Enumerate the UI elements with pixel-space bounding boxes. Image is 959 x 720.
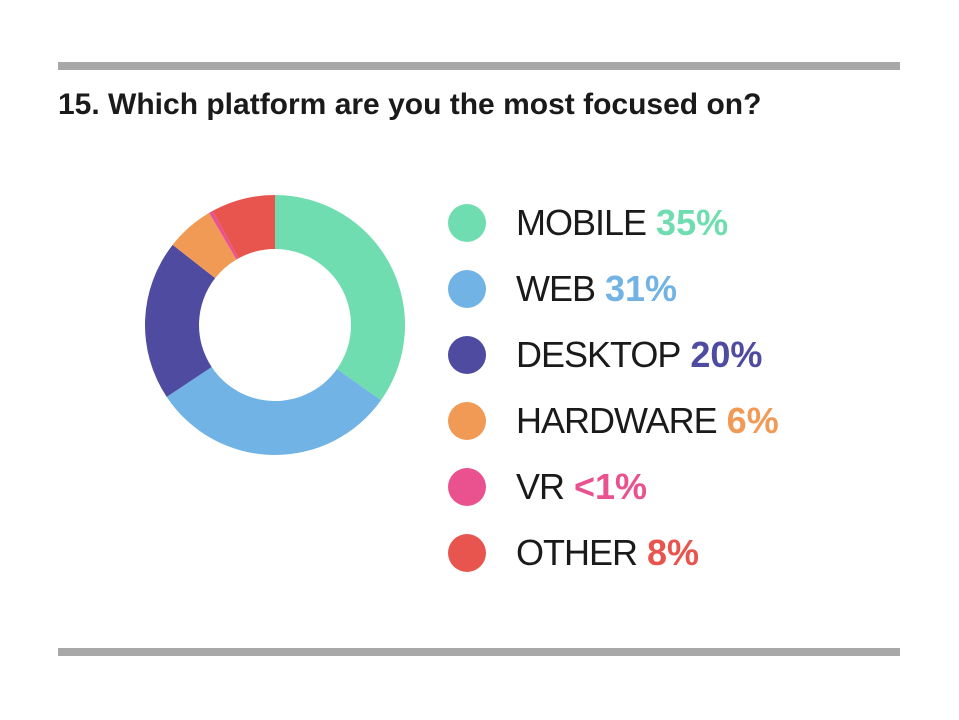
legend-item-other: OTHER 8% — [448, 520, 779, 586]
legend-label: VR — [516, 466, 565, 507]
legend-item-vr: VR <1% — [448, 454, 779, 520]
legend-label: HARDWARE — [516, 400, 718, 441]
question-title: 15. Which platform are you the most focu… — [58, 88, 762, 121]
donut-slice-desktop — [145, 244, 216, 397]
legend-value: 20% — [690, 334, 763, 375]
legend-item-mobile: MOBILE 35% — [448, 190, 779, 256]
legend-item-desktop: DESKTOP 20% — [448, 322, 779, 388]
chart-legend: MOBILE 35% WEB 31% DESKTOP 20% HARDWARE 6% VR <1%… — [448, 190, 779, 586]
legend-label: OTHER — [516, 532, 638, 573]
legend-dot — [448, 534, 486, 572]
legend-item-hardware: HARDWARE 6% — [448, 388, 779, 454]
legend-value: 6% — [726, 400, 779, 441]
legend-label: DESKTOP — [516, 334, 681, 375]
legend-value: 35% — [656, 202, 729, 243]
top-divider — [58, 62, 900, 70]
legend-value: 8% — [647, 532, 700, 573]
donut-slice-other — [212, 195, 275, 259]
legend-dot — [448, 204, 486, 242]
legend-value: 31% — [605, 268, 678, 309]
donut-slice-web — [166, 367, 382, 455]
donut-slice-hardware — [172, 212, 237, 279]
legend-dot — [448, 402, 486, 440]
legend-label: WEB — [516, 268, 596, 309]
legend-item-web: WEB 31% — [448, 256, 779, 322]
legend-value: <1% — [574, 466, 648, 507]
legend-dot — [448, 270, 486, 308]
donut-slice-mobile — [275, 195, 405, 401]
legend-label: MOBILE — [516, 202, 647, 243]
donut-slice-vr — [209, 210, 239, 260]
legend-dot — [448, 336, 486, 374]
donut-chart — [145, 195, 405, 455]
bottom-divider — [58, 648, 900, 656]
legend-dot — [448, 468, 486, 506]
